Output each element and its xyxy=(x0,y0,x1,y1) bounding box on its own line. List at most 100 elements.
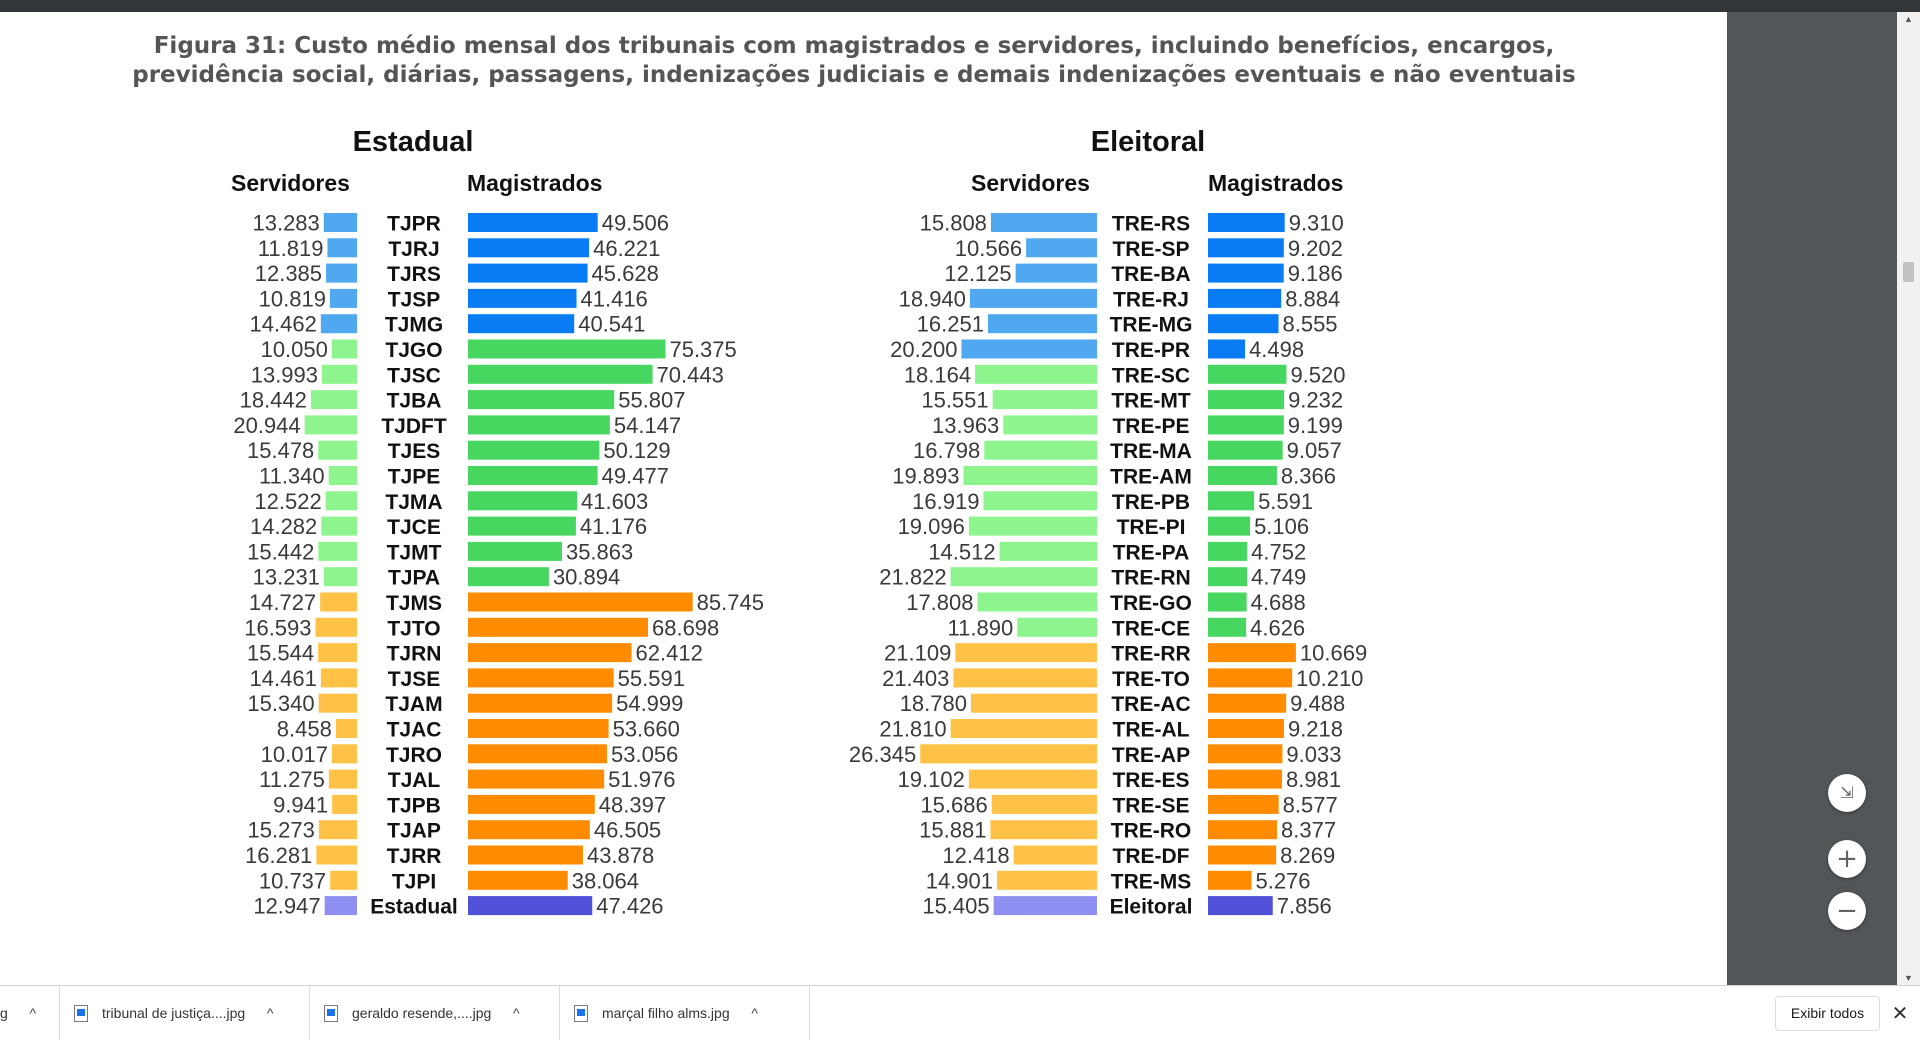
servidores-value-label: 10.050 xyxy=(261,337,328,362)
servidores-value-label: 13.283 xyxy=(252,211,319,236)
tribunal-label: TRE-ES xyxy=(1112,769,1189,792)
tribunal-label: TRE-SC xyxy=(1112,364,1190,387)
magistrados-value-label: 9.033 xyxy=(1286,742,1341,767)
magistrados-value-label: 9.202 xyxy=(1288,236,1343,261)
magistrados-value-label: 8.366 xyxy=(1281,464,1336,489)
magistrados-value-label: 43.878 xyxy=(587,843,654,868)
servidores-bar xyxy=(318,693,357,713)
magistrados-value-label: 41.603 xyxy=(581,489,648,514)
scroll-down-arrow-icon[interactable]: ▼ xyxy=(1904,973,1913,983)
servidores-value-label: 10.566 xyxy=(955,236,1022,261)
tribunal-label: TJRO xyxy=(386,744,442,767)
tribunal-label: TJRS xyxy=(387,263,441,286)
close-icon[interactable]: ✕ xyxy=(1891,1001,1909,1025)
magistrados-value-label: 8.884 xyxy=(1285,286,1340,311)
servidores-bar xyxy=(955,643,1097,663)
eleitoral-servidores-header: Servidores xyxy=(971,170,1090,196)
zoom-out-button[interactable]: − xyxy=(1828,892,1866,930)
servidores-bar xyxy=(335,719,357,738)
servidores-bar xyxy=(990,820,1097,840)
magistrados-bar xyxy=(468,213,598,232)
servidores-bar xyxy=(323,567,357,587)
magistrados-bar xyxy=(468,668,614,688)
scroll-up-arrow-icon[interactable]: ▲ xyxy=(1904,14,1913,24)
image-file-icon xyxy=(324,1004,338,1022)
tribunal-label: TRE-PR xyxy=(1112,339,1190,362)
magistrados-bar xyxy=(1208,415,1284,435)
servidores-value-label: 14.282 xyxy=(250,514,317,539)
pdf-viewer[interactable]: Figura 31: Custo médio mensal dos tribun… xyxy=(0,0,1727,985)
show-all-downloads-button[interactable]: Exibir todos xyxy=(1775,996,1880,1031)
servidores-value-label: 10.017 xyxy=(261,742,328,767)
zoom-in-button[interactable]: + xyxy=(1828,840,1866,878)
tribunal-label: TJPR xyxy=(387,213,441,236)
magistrados-value-label: 9.186 xyxy=(1288,261,1343,286)
vertical-scrollbar[interactable]: ▲ ▼ xyxy=(1897,12,1920,985)
servidores-bar xyxy=(328,466,357,485)
download-item[interactable]: tribunal de justiça....jpg ^ xyxy=(60,986,310,1040)
magistrados-bar xyxy=(468,288,577,308)
magistrados-value-label: 47.426 xyxy=(596,894,663,919)
tribunal-label: TJAP xyxy=(387,820,441,843)
download-item[interactable]: g ^ xyxy=(0,986,60,1040)
servidores-bar xyxy=(325,491,357,511)
servidores-bar xyxy=(961,339,1097,359)
servidores-value-label: 12.125 xyxy=(944,261,1011,286)
servidores-value-label: 26.345 xyxy=(849,742,916,767)
servidores-bar xyxy=(332,794,357,814)
servidores-value-label: 11.275 xyxy=(259,767,325,792)
magistrados-bar xyxy=(468,693,613,713)
servidores-value-label: 11.819 xyxy=(258,236,324,261)
chevron-up-icon[interactable]: ^ xyxy=(513,1005,520,1021)
tribunal-label: TJAM xyxy=(385,693,442,716)
tribunal-label: TRE-SP xyxy=(1112,238,1189,261)
magistrados-bar xyxy=(1208,769,1283,789)
servidores-value-label: 21.109 xyxy=(884,641,951,666)
tribunal-label: TJAL xyxy=(388,769,441,792)
tribunal-label: TRE-RN xyxy=(1111,567,1190,590)
download-item[interactable]: marçal filho alms.jpg ^ xyxy=(560,986,810,1040)
magistrados-bar xyxy=(1208,288,1282,308)
magistrados-bar xyxy=(1208,390,1285,410)
chevron-up-icon[interactable]: ^ xyxy=(266,1005,274,1021)
servidores-value-label: 19.096 xyxy=(898,514,965,539)
servidores-bar xyxy=(992,390,1097,410)
magistrados-bar xyxy=(468,794,595,814)
magistrados-bar xyxy=(1208,744,1283,764)
image-file-icon xyxy=(574,1004,588,1022)
magistrados-bar xyxy=(1208,820,1278,840)
servidores-bar xyxy=(990,213,1097,232)
magistrados-bar xyxy=(468,719,609,738)
magistrados-value-label: 41.176 xyxy=(580,514,647,539)
servidores-value-label: 15.478 xyxy=(247,438,314,463)
tribunal-label: TRE-AM xyxy=(1110,466,1192,489)
magistrados-value-label: 46.505 xyxy=(594,818,661,843)
magistrados-bar xyxy=(468,415,610,435)
servidores-value-label: 14.901 xyxy=(926,868,993,893)
download-item[interactable]: geraldo resende,....jpg ^ xyxy=(310,986,560,1040)
chevron-up-icon[interactable]: ^ xyxy=(751,1005,758,1021)
fit-to-page-button[interactable]: ⇲ xyxy=(1828,774,1866,812)
tribunal-label: TRE-SE xyxy=(1112,794,1189,817)
magistrados-value-label: 4.498 xyxy=(1249,337,1304,362)
servidores-bar xyxy=(984,440,1097,460)
magistrados-bar xyxy=(468,820,590,840)
servidores-bar xyxy=(329,288,357,308)
tribunal-label: TJBA xyxy=(387,390,442,413)
tribunal-label: TRE-RJ xyxy=(1113,288,1189,311)
browser-top-bar xyxy=(0,0,1920,12)
chevron-up-icon[interactable]: ^ xyxy=(29,1005,37,1021)
servidores-value-label: 19.893 xyxy=(892,464,959,489)
magistrados-value-label: 5.591 xyxy=(1258,489,1313,514)
magistrados-bar xyxy=(1208,440,1283,460)
tribunal-label: TJTO xyxy=(387,617,440,640)
magistrados-value-label: 35.863 xyxy=(566,539,633,564)
servidores-bar xyxy=(977,592,1097,612)
servidores-bar xyxy=(953,668,1097,688)
figure-title-line-1: Figura 31: Custo médio mensal dos tribun… xyxy=(153,33,1555,59)
servidores-bar xyxy=(304,415,357,435)
servidores-bar xyxy=(970,693,1097,713)
servidores-value-label: 13.231 xyxy=(253,565,320,590)
servidores-value-label: 17.808 xyxy=(906,590,973,615)
scroll-thumb[interactable] xyxy=(1903,262,1914,282)
